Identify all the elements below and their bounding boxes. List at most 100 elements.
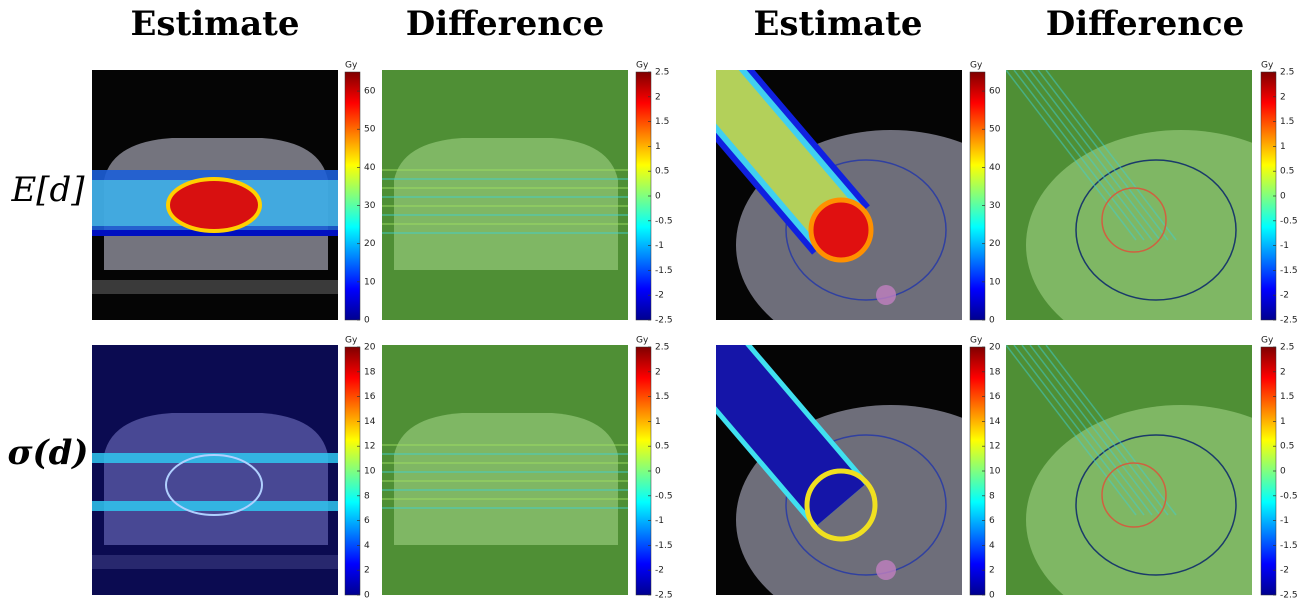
colorbar-tick-label: 20 xyxy=(989,239,1001,249)
colorbar-tick-label: -1.5 xyxy=(655,266,673,276)
colorbar-tick-label: 40 xyxy=(364,163,376,173)
colorbar-tick-label: 20 xyxy=(364,343,376,353)
colorbar-tick-label: 0.5 xyxy=(655,167,669,177)
colorbar-tick-label: 6 xyxy=(364,516,370,526)
colorbar-tick-label: 2.5 xyxy=(1280,343,1294,353)
colorbar-tick-label: -2.5 xyxy=(655,591,673,601)
colorbar-tick-label: 10 xyxy=(989,467,1001,477)
colorbar-tick-label: 18 xyxy=(364,367,376,377)
colorbar-tick-label: -0.5 xyxy=(655,491,673,501)
image-panel xyxy=(382,345,628,595)
dose-hot xyxy=(811,200,871,260)
colorbar-tick-label: -2 xyxy=(655,291,664,301)
colorbar-unit: Gy xyxy=(970,336,983,346)
colorbar-tick-label: 0 xyxy=(364,591,370,601)
image-panel xyxy=(92,345,338,595)
colorbar-tick-label: 14 xyxy=(989,417,1001,427)
colorbar-tick-label: 8 xyxy=(989,491,995,501)
image-panel xyxy=(667,35,1046,360)
colorbar-tick-label: 1 xyxy=(655,142,661,152)
colorbar-unit: Gy xyxy=(345,61,358,71)
body xyxy=(394,413,618,545)
table xyxy=(92,280,338,294)
spine xyxy=(876,560,896,580)
colorbar-tick-label: -1 xyxy=(655,241,664,251)
column-title: Estimate xyxy=(753,4,922,44)
colorbar-tick-label: 4 xyxy=(989,541,995,551)
colorbar-tick-label: -2.5 xyxy=(1280,591,1298,601)
spine xyxy=(876,285,896,305)
colorbar-tick-label: 20 xyxy=(364,239,376,249)
colorbar-unit: Gy xyxy=(636,336,649,346)
colorbar-tick-label: 6 xyxy=(989,516,995,526)
colorbar-tick-label: -2 xyxy=(1280,566,1289,576)
colorbar-tick-label: 0 xyxy=(989,316,995,326)
image-panel xyxy=(382,70,628,320)
colorbar-tick-label: 2 xyxy=(989,566,995,576)
colorbar-tick-label: 8 xyxy=(364,491,370,501)
column-title: Difference xyxy=(1046,4,1245,44)
colorbar-tick-label: 10 xyxy=(364,467,376,477)
colorbar-tick-label: 60 xyxy=(364,87,376,97)
column-title: Estimate xyxy=(130,4,299,44)
colorbar-tick-label: 0 xyxy=(1280,192,1286,202)
colorbar-tick-label: 30 xyxy=(364,201,376,211)
band xyxy=(92,501,338,511)
colorbar-tick-label: 50 xyxy=(989,125,1001,135)
colorbar-unit: Gy xyxy=(1261,336,1274,346)
colorbar-tick-label: 1 xyxy=(655,417,661,427)
image-panel xyxy=(92,70,338,320)
colorbar-unit: Gy xyxy=(345,336,358,346)
colorbar-tick-label: 0 xyxy=(655,467,661,477)
colorbar-tick-label: 12 xyxy=(364,442,375,452)
colorbar-tick-label: -2.5 xyxy=(655,316,673,326)
colorbar-tick-label: -1.5 xyxy=(1280,266,1298,276)
column-title: Difference xyxy=(406,4,605,44)
colorbar-unit: Gy xyxy=(1261,61,1274,71)
colorbar-tick-label: 1 xyxy=(1280,142,1286,152)
row-label: σ(d) xyxy=(7,433,88,473)
colorbar-tick-label: 60 xyxy=(989,87,1001,97)
colorbar-tick-label: 40 xyxy=(989,163,1001,173)
colorbar xyxy=(970,72,985,320)
colorbar-tick-label: -0.5 xyxy=(655,216,673,226)
colorbar-tick-label: 1.5 xyxy=(1280,392,1294,402)
body xyxy=(394,138,618,270)
image-panel xyxy=(669,312,1046,606)
colorbar-tick-label: 0 xyxy=(1280,467,1286,477)
colorbar-tick-label: -2 xyxy=(655,566,664,576)
colorbar-tick-label: -0.5 xyxy=(1280,491,1298,501)
colorbar-tick-label: 2 xyxy=(1280,92,1286,102)
colorbar-unit: Gy xyxy=(970,61,983,71)
dose-hot xyxy=(168,179,260,231)
colorbar-tick-label: -0.5 xyxy=(1280,216,1298,226)
colorbar-tick-label: 30 xyxy=(989,201,1001,211)
colorbar-tick-label: 18 xyxy=(989,367,1001,377)
colorbar-tick-label: 0 xyxy=(364,316,370,326)
colorbar-tick-label: 2 xyxy=(364,566,370,576)
colorbar-tick-label: 0.5 xyxy=(655,442,669,452)
colorbar-tick-label: -2 xyxy=(1280,291,1289,301)
colorbar-tick-label: 1.5 xyxy=(1280,117,1294,127)
colorbar-tick-label: -1 xyxy=(1280,241,1289,251)
colorbar-tick-label: 12 xyxy=(989,442,1000,452)
colorbar-tick-label: 14 xyxy=(364,417,376,427)
colorbar-tick-label: 0 xyxy=(655,192,661,202)
colorbar xyxy=(345,72,360,320)
colorbar-tick-label: 2.5 xyxy=(655,68,669,78)
colorbar-tick-label: 4 xyxy=(364,541,370,551)
colorbar-tick-label: 16 xyxy=(364,392,376,402)
overlay xyxy=(92,345,338,595)
colorbar-tick-label: 0.5 xyxy=(1280,442,1294,452)
figure: Estimate Difference Estimate Difference … xyxy=(0,0,1307,606)
colorbar-tick-label: 10 xyxy=(364,277,376,287)
colorbar-tick-label: 0 xyxy=(989,591,995,601)
colorbar-tick-label: 1 xyxy=(1280,417,1286,427)
colorbar-tick-label: 2 xyxy=(655,367,661,377)
colorbar-tick-label: -2.5 xyxy=(1280,316,1298,326)
colorbar-tick-label: 2 xyxy=(1280,367,1286,377)
colorbar-tick-label: -1 xyxy=(655,516,664,526)
row-label: E[d] xyxy=(10,170,85,210)
colorbar-tick-label: 2 xyxy=(655,92,661,102)
colorbar-tick-label: 1.5 xyxy=(655,117,669,127)
